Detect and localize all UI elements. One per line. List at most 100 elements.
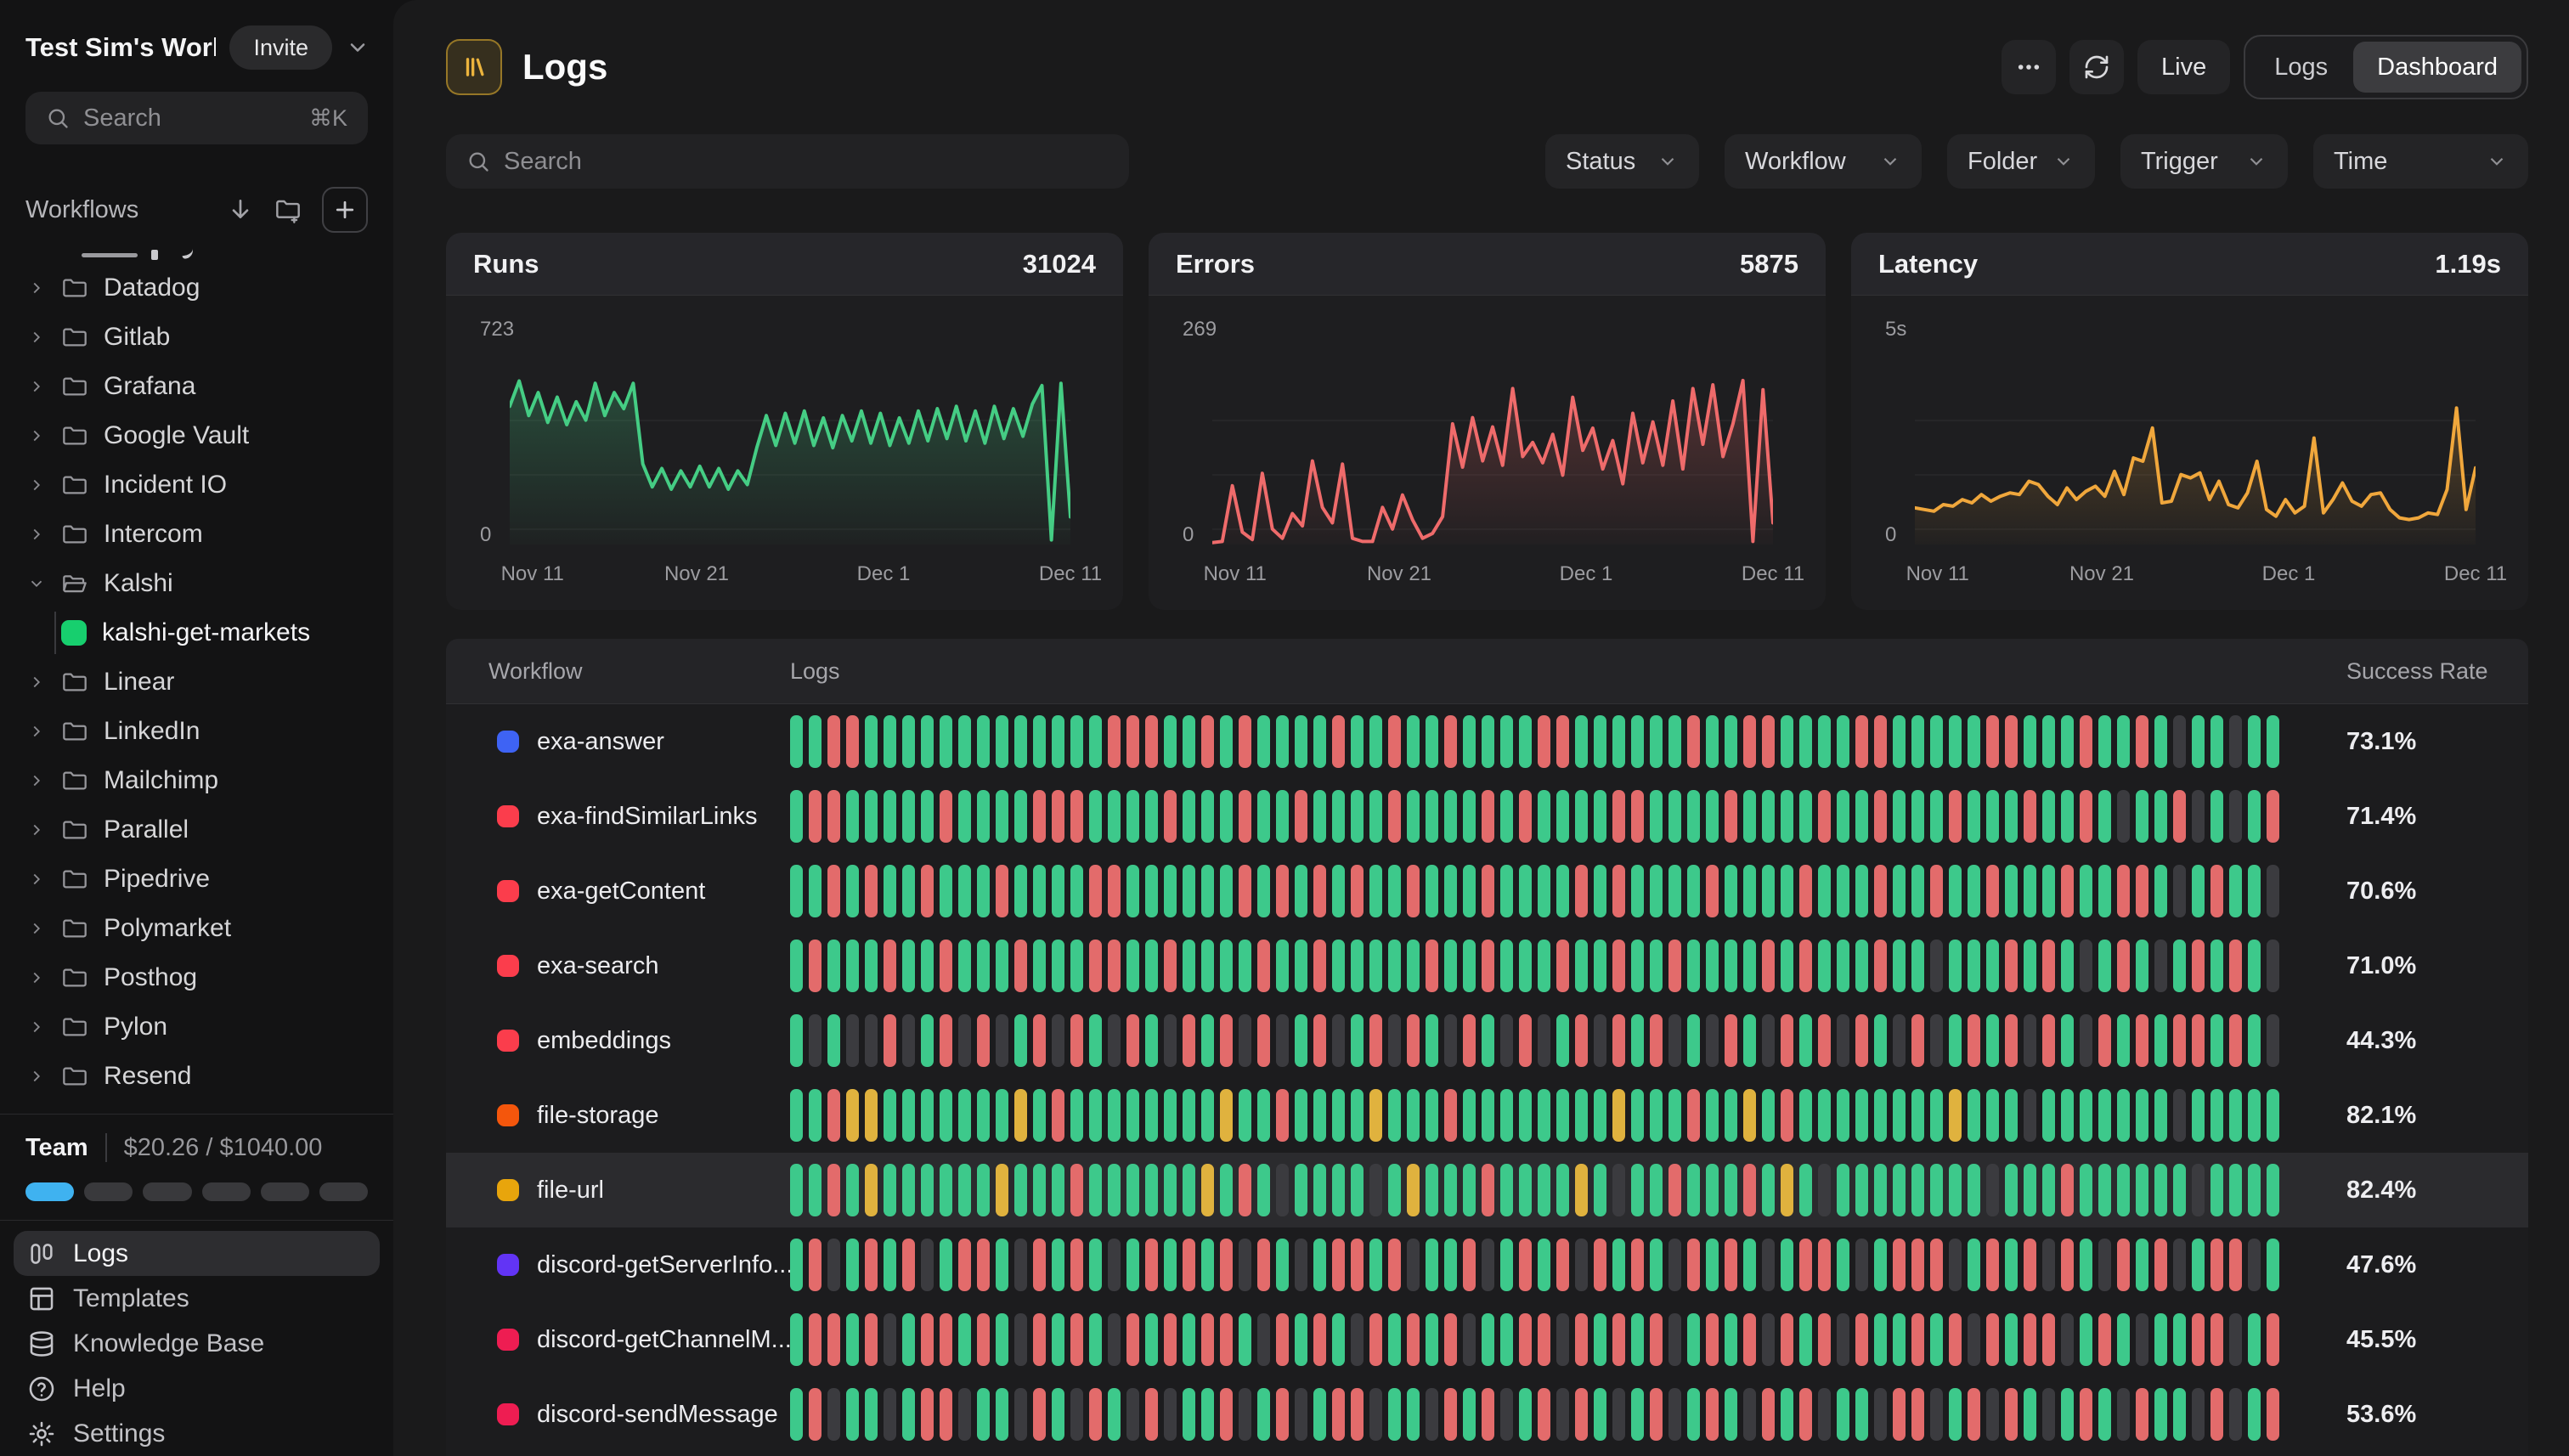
log-bar[interactable] — [1818, 1239, 1831, 1291]
log-bar[interactable] — [1837, 715, 1849, 768]
log-bar[interactable] — [1276, 1164, 1289, 1216]
log-bar[interactable] — [1650, 1239, 1663, 1291]
log-bar[interactable] — [1612, 1014, 1625, 1067]
log-bar[interactable] — [1556, 1388, 1569, 1441]
log-bar[interactable] — [1295, 1089, 1307, 1142]
log-bar[interactable] — [1781, 1089, 1793, 1142]
log-bar[interactable] — [1837, 790, 1849, 843]
log-bar[interactable] — [2136, 1388, 2148, 1441]
log-bar[interactable] — [2267, 1014, 2279, 1067]
log-bar[interactable] — [2248, 1014, 2261, 1067]
log-bar[interactable] — [921, 1089, 934, 1142]
log-bar[interactable] — [2098, 865, 2111, 917]
log-bar[interactable] — [1126, 1164, 1139, 1216]
log-bar[interactable] — [1874, 940, 1887, 992]
log-bar[interactable] — [1014, 1089, 1027, 1142]
log-bar[interactable] — [1556, 1089, 1569, 1142]
log-bar[interactable] — [846, 1089, 859, 1142]
log-bar[interactable] — [902, 715, 915, 768]
log-bar[interactable] — [827, 715, 840, 768]
sidebar-folder-resend[interactable]: Resend — [15, 1052, 378, 1101]
log-bar[interactable] — [2267, 1164, 2279, 1216]
log-bar[interactable] — [1687, 790, 1700, 843]
log-bar[interactable] — [1369, 940, 1382, 992]
log-bar[interactable] — [1631, 940, 1644, 992]
log-bar[interactable] — [2210, 1014, 2223, 1067]
log-bar[interactable] — [1968, 1164, 1980, 1216]
log-bar[interactable] — [2117, 1164, 2130, 1216]
log-bar[interactable] — [1818, 865, 1831, 917]
log-bar[interactable] — [1519, 865, 1532, 917]
log-bar[interactable] — [1687, 865, 1700, 917]
log-bar[interactable] — [1762, 715, 1775, 768]
log-bar[interactable] — [1818, 715, 1831, 768]
log-bar[interactable] — [1070, 1313, 1083, 1366]
log-bar[interactable] — [1911, 1388, 1924, 1441]
log-bar[interactable] — [2154, 1388, 2167, 1441]
log-bar[interactable] — [1164, 1014, 1177, 1067]
log-bar[interactable] — [1145, 865, 1158, 917]
log-bar[interactable] — [1145, 1089, 1158, 1142]
log-bar[interactable] — [1799, 940, 1812, 992]
log-bar[interactable] — [1612, 1164, 1625, 1216]
log-bar[interactable] — [1986, 865, 1999, 917]
log-bar[interactable] — [846, 940, 859, 992]
log-bar[interactable] — [1837, 1313, 1849, 1366]
log-bar[interactable] — [2005, 940, 2018, 992]
log-bar[interactable] — [827, 1089, 840, 1142]
log-bar[interactable] — [1388, 1089, 1401, 1142]
log-bar[interactable] — [2024, 715, 2036, 768]
log-bar[interactable] — [1276, 715, 1289, 768]
log-bar[interactable] — [1089, 1239, 1102, 1291]
more-button[interactable] — [2002, 40, 2056, 94]
log-bar[interactable] — [1369, 1089, 1382, 1142]
log-bar[interactable] — [1500, 940, 1513, 992]
log-bar[interactable] — [1911, 790, 1924, 843]
log-bar[interactable] — [1388, 1164, 1401, 1216]
log-bar[interactable] — [1968, 1239, 1980, 1291]
log-bar[interactable] — [2229, 1388, 2242, 1441]
log-bar[interactable] — [1276, 940, 1289, 992]
log-bar[interactable] — [1706, 715, 1719, 768]
log-bar[interactable] — [1556, 715, 1569, 768]
log-bar[interactable] — [2098, 715, 2111, 768]
log-bar[interactable] — [996, 790, 1008, 843]
log-bar[interactable] — [2229, 1239, 2242, 1291]
log-bar[interactable] — [2061, 1014, 2074, 1067]
log-bar[interactable] — [2005, 1313, 2018, 1366]
log-bar[interactable] — [827, 940, 840, 992]
log-bar[interactable] — [1500, 1388, 1513, 1441]
log-bar[interactable] — [1313, 1089, 1326, 1142]
log-bar[interactable] — [2267, 715, 2279, 768]
log-bar[interactable] — [2024, 1014, 2036, 1067]
log-bar[interactable] — [1575, 865, 1588, 917]
log-bar[interactable] — [1351, 865, 1364, 917]
log-bar[interactable] — [1313, 790, 1326, 843]
log-bar[interactable] — [1855, 865, 1868, 917]
log-bar[interactable] — [1781, 1164, 1793, 1216]
log-bar[interactable] — [1052, 1089, 1064, 1142]
log-bar[interactable] — [1818, 1313, 1831, 1366]
log-bar[interactable] — [2154, 790, 2167, 843]
filter-dropdown-trigger[interactable]: Trigger — [2120, 134, 2288, 189]
log-bar[interactable] — [1257, 715, 1270, 768]
log-bar[interactable] — [1538, 1164, 1550, 1216]
log-bar[interactable] — [1089, 1164, 1102, 1216]
log-bar[interactable] — [865, 1164, 878, 1216]
log-bar[interactable] — [1781, 715, 1793, 768]
log-bar[interactable] — [1781, 790, 1793, 843]
log-bar[interactable] — [1426, 1164, 1438, 1216]
log-bar[interactable] — [2061, 790, 2074, 843]
log-bar[interactable] — [1351, 1164, 1364, 1216]
table-row-discord-getServerInfo-[interactable]: discord-getServerInfo...47.6% — [446, 1227, 2528, 1302]
log-bar[interactable] — [921, 1164, 934, 1216]
log-bar[interactable] — [1126, 865, 1139, 917]
log-bar[interactable] — [1052, 715, 1064, 768]
log-bar[interactable] — [1556, 1239, 1569, 1291]
add-workflow-button[interactable] — [322, 187, 368, 233]
log-bar[interactable] — [846, 1388, 859, 1441]
sidebar-folder-pipedrive[interactable]: Pipedrive — [15, 855, 378, 904]
log-bar[interactable] — [2154, 1089, 2167, 1142]
log-bar[interactable] — [1631, 715, 1644, 768]
log-bar[interactable] — [1500, 715, 1513, 768]
